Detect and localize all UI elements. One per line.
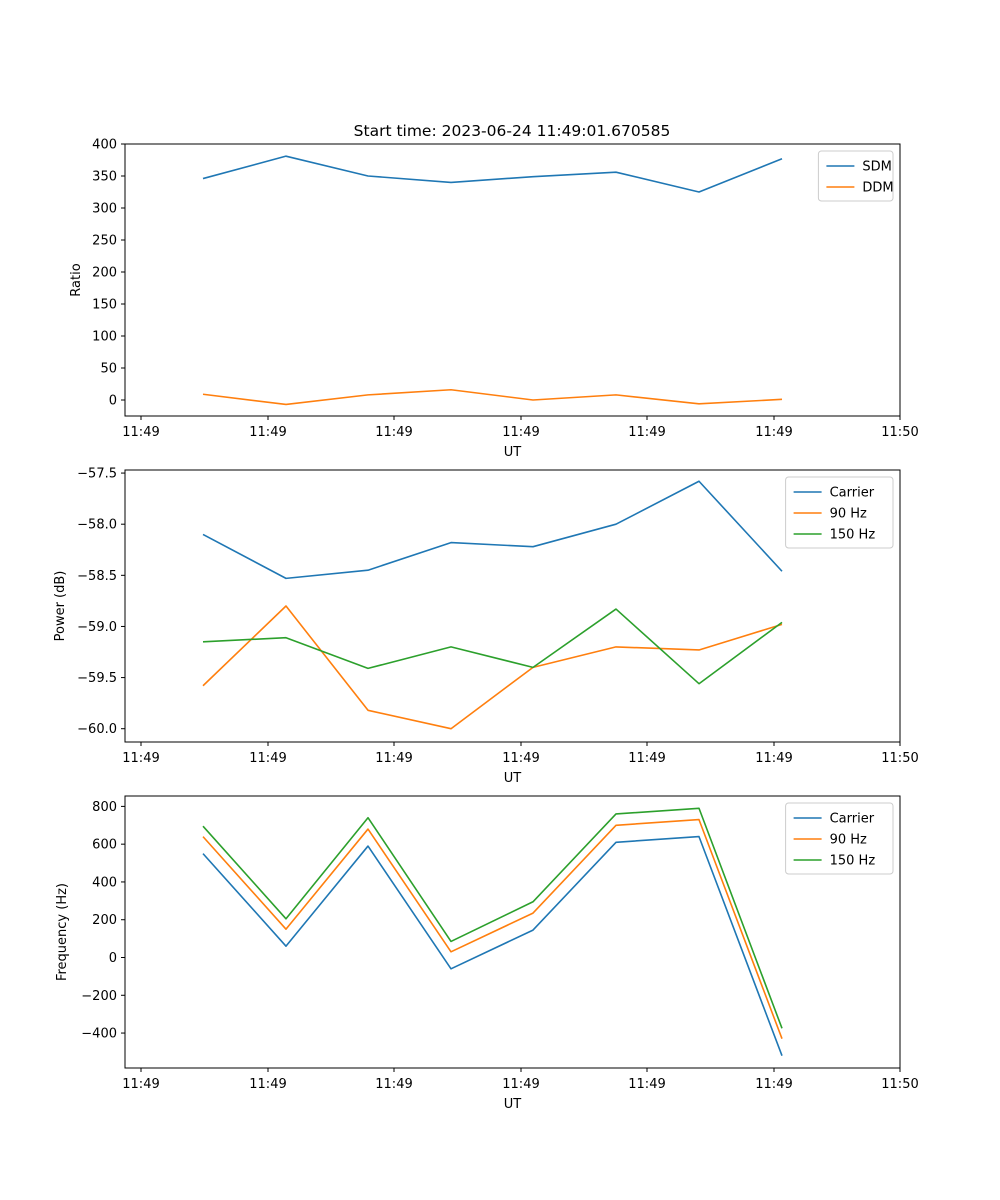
x-tick-label: 11:49 [375,751,412,766]
legend: SDM DDM [817,150,894,202]
legend-label: 90 Hz [830,507,867,522]
series-line-sdm [202,155,783,193]
x-tick-label: 11:49 [628,751,665,766]
y-tick-label: −59.0 [77,620,117,635]
series-line-carrier [202,835,783,1057]
legend-label: 150 Hz [830,528,876,543]
x-tick-label: 11:49 [502,1077,539,1092]
y-tick-label: 600 [92,838,117,853]
x-tick-label: 11:49 [249,1077,286,1092]
legend-label: DDM [862,181,893,196]
x-tick-label: 11:49 [628,425,665,440]
series-line-carrier [202,480,783,580]
series-line-ddm [202,388,783,406]
y-tick-label: 100 [92,330,117,345]
y-tick-label: −200 [81,989,117,1004]
y-axis-label: Frequency (Hz) [55,883,70,981]
y-tick-label: 250 [92,234,117,249]
x-tick-label: 11:49 [122,425,159,440]
x-tick-label: 11:50 [881,1077,918,1092]
y-tick-label: −59.5 [77,671,117,686]
y-tick-label: 400 [92,138,117,153]
y-tick-label: 150 [92,298,117,313]
series-line-90-hz [202,605,783,730]
y-tick-label: 800 [92,800,117,815]
x-tick-label: 11:49 [755,1077,792,1092]
x-tick-label: 11:49 [249,751,286,766]
x-tick-label: 11:49 [375,425,412,440]
x-tick-label: 11:49 [502,751,539,766]
y-axis-label: Ratio [69,263,84,296]
x-tick-label: 11:49 [122,1077,159,1092]
figure-title: Start time: 2023-06-24 11:49:01.670585 [354,122,671,140]
legend-label: 90 Hz [830,833,867,848]
y-tick-label: −58.0 [77,518,117,533]
x-tick-label: 11:49 [502,425,539,440]
axes-frame [124,469,901,743]
legend-box [785,476,894,549]
legend: Carrier 90 Hz 150 Hz [785,802,894,875]
y-tick-label: 200 [92,266,117,281]
legend-label: 150 Hz [830,854,876,869]
x-tick-label: 11:50 [881,751,918,766]
y-tick-label: 400 [92,875,117,890]
series-line-150-hz [202,807,783,1029]
y-tick-label: −400 [81,1027,117,1042]
legend-label: Carrier [830,486,875,501]
x-tick-label: 11:50 [881,425,918,440]
series-line-150-hz [202,608,783,685]
chart-panel-2: −60.0 −59.5 −59.0 −58.5 −58.0 −57.5 11:49 11:49… [53,467,919,786]
x-tick-label: 11:49 [628,1077,665,1092]
legend-label: SDM [862,160,891,175]
legend: Carrier 90 Hz 150 Hz [785,476,894,549]
chart-panel-3: −400 −200 0 200 400 600 800 11:49 11:49 11:49 11:4… [55,795,919,1112]
chart-panel-1: 0 50 100 150 200 250 300 350 400 11:49 11:49 11:49 1… [69,138,919,461]
y-axis-label: Power (dB) [53,571,68,642]
y-tick-label: −60.0 [77,722,117,737]
y-tick-label: 50 [100,362,117,377]
x-axis-label: UT [504,771,522,786]
y-tick-label: 0 [109,951,117,966]
x-axis-label: UT [504,1097,522,1112]
x-axis-label: UT [504,445,522,460]
y-tick-label: 200 [92,913,117,928]
x-tick-label: 11:49 [755,425,792,440]
y-tick-label: 350 [92,170,117,185]
x-tick-label: 11:49 [375,1077,412,1092]
y-tick-label: −57.5 [77,467,117,482]
y-tick-label: 300 [92,202,117,217]
y-tick-label: 0 [109,394,117,409]
legend-label: Carrier [830,812,875,827]
axes-frame [124,795,901,1069]
legend-box [785,802,894,875]
x-tick-label: 11:49 [122,751,159,766]
axes-frame [124,143,901,417]
legend-box [817,150,894,202]
y-tick-label: −58.5 [77,569,117,584]
series-line-90-hz [202,818,783,1040]
x-tick-label: 11:49 [249,425,286,440]
x-tick-label: 11:49 [755,751,792,766]
